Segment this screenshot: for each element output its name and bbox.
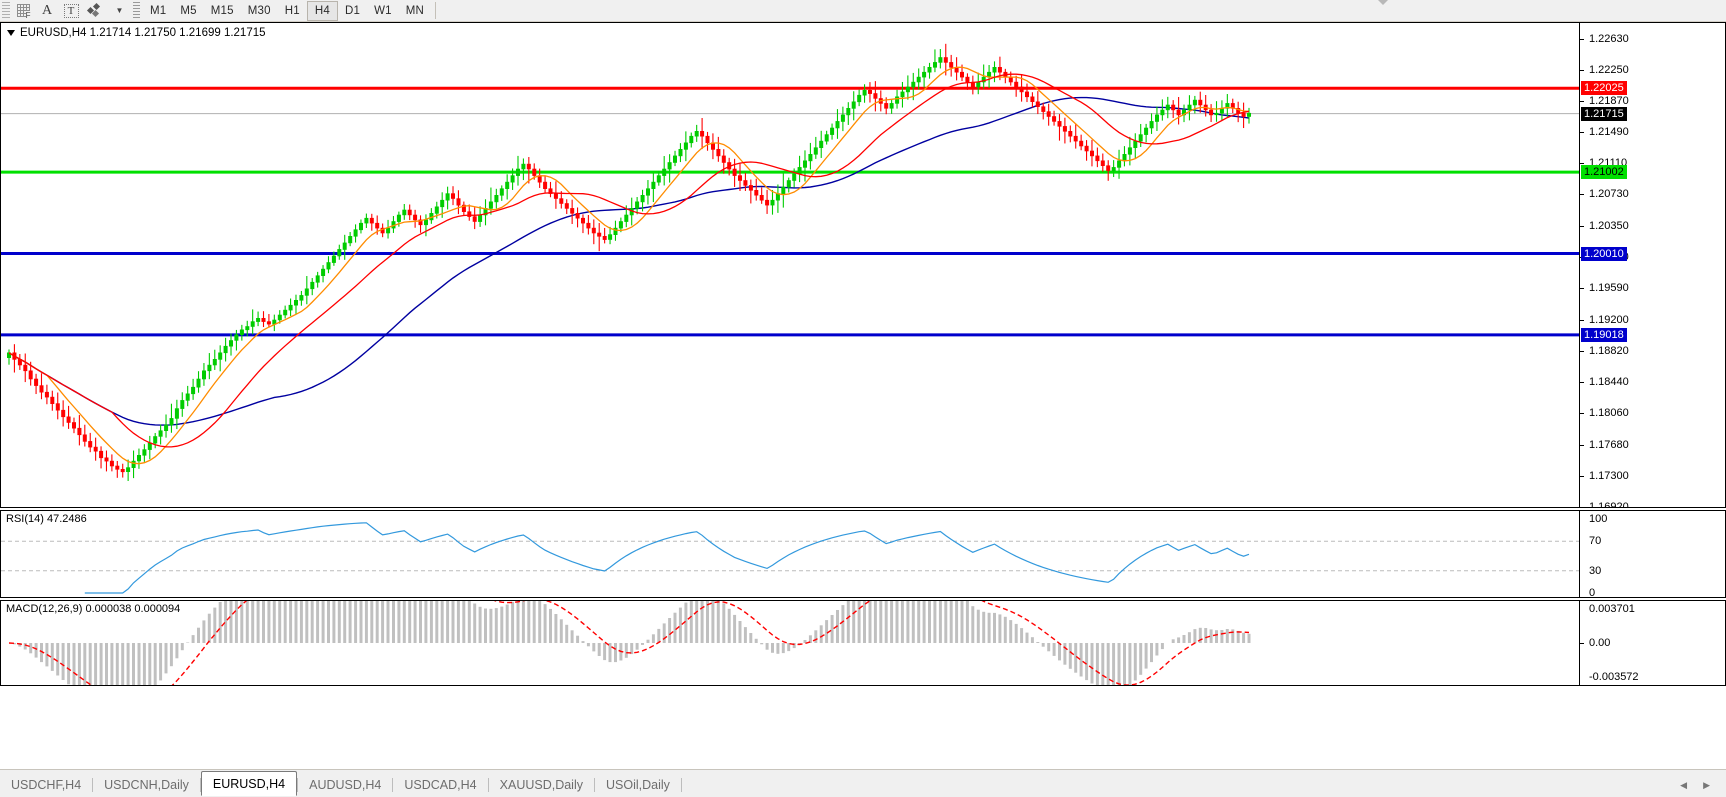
tab-divider [92, 778, 94, 792]
macd-label: MACD(12,26,9) 0.000038 0.000094 [6, 603, 184, 615]
price-axis-label: 1.16920 [1589, 501, 1629, 508]
price-axis-tick [1580, 194, 1584, 196]
macd-axis: 0.003701 0.00 -0.003572 [1579, 601, 1725, 685]
price-axis-label: 1.22630 [1589, 32, 1629, 45]
price-axis-tick [1580, 100, 1584, 102]
price-axis-label: 1.22250 [1589, 63, 1629, 76]
price-axis-tick [1580, 382, 1584, 384]
price-axis-label: 1.17680 [1589, 438, 1629, 451]
chart-ohlc-label: EURUSD,H4 1.21714 1.21750 1.21699 1.2171… [20, 27, 266, 39]
timeframe-toolbar-drag-handle[interactable] [133, 1, 140, 20]
chart-scroll-marker-icon [1378, 0, 1388, 5]
price-axis-tick [1580, 319, 1584, 321]
tab-divider [199, 778, 201, 792]
price-axis-label: 1.21870 [1589, 94, 1629, 107]
chart-tab-usoil-daily[interactable]: USOil,Daily [606, 778, 670, 792]
price-axis-tick [1580, 132, 1584, 134]
chart-menu-caret-icon[interactable] [7, 30, 15, 36]
price-plot [1, 23, 1579, 507]
price-chart-svg [1, 43, 1579, 482]
timeframe-d1[interactable]: D1 [344, 4, 361, 17]
main-toolbar: A T ▼ M1 M5 M15 M30 H1 H4 D1 W1 MN [0, 0, 1726, 22]
current-price-tag[interactable]: 1.21715 [1581, 106, 1627, 121]
chart-symbol-header: EURUSD,H4 1.21714 1.21750 1.21699 1.2171… [7, 27, 266, 39]
price-axis-tick [1580, 475, 1584, 477]
macd-axis-tick [1580, 643, 1584, 644]
blue-level-2-tag[interactable]: 1.19018 [1581, 327, 1627, 342]
price-axis-label: 1.21490 [1589, 126, 1629, 139]
chart-tab-eurusd-h4[interactable]: EURUSD,H4 [200, 771, 298, 796]
price-axis-tick [1580, 507, 1584, 508]
chart-tabbar: USDCHF,H4 USDCNH,Daily EURUSD,H4 AUDUSD,H4 U… [0, 769, 1726, 797]
chart-tab-usdcad-h4[interactable]: USDCAD,H4 [404, 778, 477, 792]
price-axis-tick [1580, 225, 1584, 227]
price-axis-tick [1580, 351, 1584, 353]
rsi-axis: 100 70 30 0 [1579, 511, 1725, 597]
price-axis-label: 1.20730 [1589, 188, 1629, 201]
timeframe-h4[interactable]: H4 [306, 0, 338, 21]
resistance-line-tag[interactable]: 1.22025 [1581, 81, 1627, 96]
timeframe-mn[interactable]: MN [405, 4, 425, 17]
price-axis-label: 1.19590 [1589, 281, 1629, 294]
macd-plot [1, 601, 1579, 685]
price-axis-tick [1580, 69, 1584, 71]
macd-axis-label: -0.003572 [1589, 671, 1639, 683]
rsi-chart-svg [1, 522, 1579, 594]
support-line-tag[interactable]: 1.21002 [1581, 165, 1627, 180]
price-axis-label: 1.20350 [1589, 219, 1629, 232]
text-style-icon[interactable]: A [41, 2, 53, 18]
rsi-label: RSI(14) 47.2486 [6, 513, 90, 525]
chart-area[interactable]: EURUSD,H4 1.21714 1.21750 1.21699 1.2171… [0, 22, 1726, 766]
objects-dropdown-caret-icon[interactable]: ▼ [115, 6, 124, 15]
chart-tab-usdchf-h4[interactable]: USDCHF,H4 [11, 778, 82, 792]
price-axis-label: 1.19200 [1589, 313, 1629, 326]
price-axis-label: 1.18060 [1589, 407, 1629, 420]
tab-divider [297, 778, 299, 792]
macd-pane[interactable]: MACD(12,26,9) 0.000038 0.000094 0.003701… [0, 600, 1726, 686]
macd-chart-svg [8, 601, 1251, 685]
rsi-axis-label: 70 [1589, 535, 1602, 548]
timeframe-h1[interactable]: H1 [284, 4, 300, 17]
price-axis-label: 1.18440 [1589, 376, 1629, 389]
macd-axis-label: 0.003701 [1589, 603, 1635, 615]
price-pane[interactable]: EURUSD,H4 1.21714 1.21750 1.21699 1.2171… [0, 22, 1726, 508]
tab-divider [594, 778, 595, 792]
tab-divider [487, 778, 489, 792]
timeframe-m5[interactable]: M5 [180, 4, 197, 17]
price-axis-label: 1.18820 [1589, 345, 1629, 358]
tab-nav: ◀ ▶ [1680, 780, 1726, 791]
tab-divider [680, 778, 682, 792]
indicators-icon[interactable] [11, 1, 35, 21]
tab-prev-arrow-icon[interactable]: ◀ [1680, 780, 1688, 790]
price-axis-tick [1580, 287, 1584, 289]
price-axis-tick [1580, 413, 1584, 415]
toolbar-drag-handle[interactable] [2, 1, 10, 20]
price-axis-label: 1.17300 [1589, 469, 1629, 482]
timeframe-m15[interactable]: M15 [210, 4, 234, 17]
price-axis[interactable]: 1.22630 1.22250 1.21870 1.21490 1.21110 1.207… [1579, 23, 1725, 507]
timeframe-w1[interactable]: W1 [374, 4, 392, 17]
chart-tab-usdcnh-daily[interactable]: USDCNH,Daily [104, 778, 189, 792]
timeframe-m30[interactable]: M30 [247, 4, 271, 17]
chart-tab-xauusd-daily[interactable]: XAUUSD,Daily [499, 778, 583, 792]
timeframe-m1[interactable]: M1 [150, 4, 167, 17]
rsi-pane[interactable]: RSI(14) 47.2486 100 70 30 0 [0, 510, 1726, 598]
macd-axis-label: 0.00 [1589, 637, 1611, 649]
rsi-axis-label: 100 [1589, 513, 1608, 525]
text-label-icon[interactable]: T [59, 1, 83, 21]
tab-divider [392, 778, 394, 792]
tab-next-arrow-icon[interactable]: ▶ [1703, 780, 1710, 790]
price-axis-tick [1580, 163, 1584, 165]
chart-tab-audusd-h4[interactable]: AUDUSD,H4 [309, 778, 382, 792]
blue-level-1-tag[interactable]: 1.20010 [1581, 246, 1627, 261]
objects-icon[interactable] [83, 1, 107, 21]
price-axis-tick [1580, 38, 1584, 40]
price-axis-tick [1580, 444, 1584, 446]
rsi-axis-label: 0 [1589, 587, 1596, 598]
rsi-axis-label: 30 [1589, 564, 1602, 577]
rsi-plot [1, 511, 1579, 597]
